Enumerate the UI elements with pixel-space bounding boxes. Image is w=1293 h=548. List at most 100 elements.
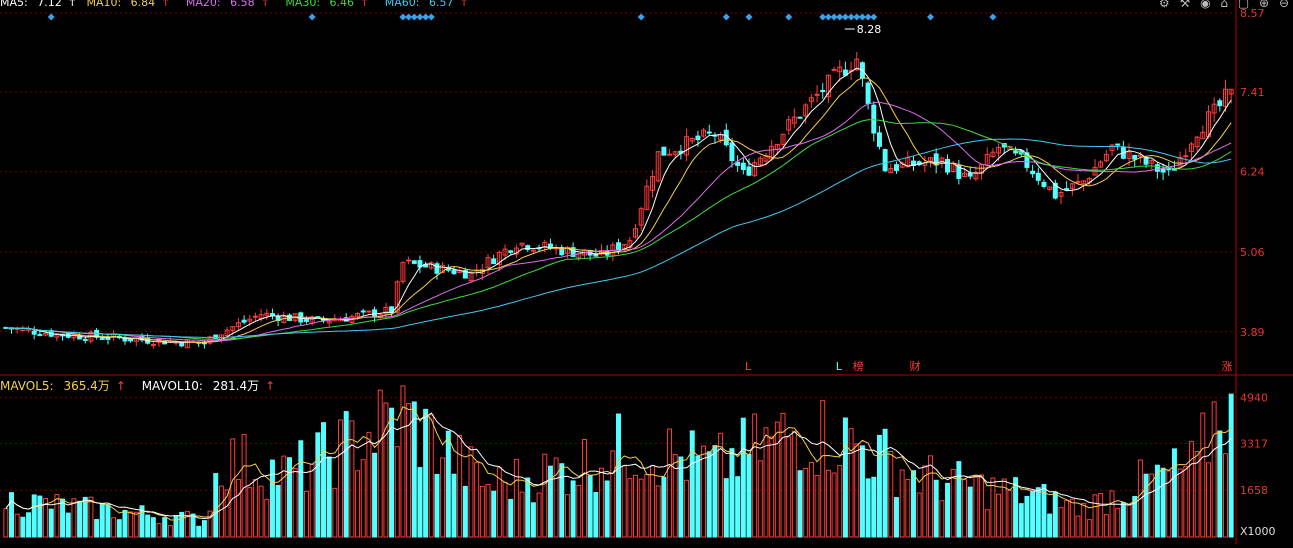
volume-bar: [400, 385, 406, 538]
candle-body: [695, 135, 701, 141]
candle: [740, 157, 746, 175]
volume-bar: [298, 440, 304, 538]
volume-bar: [1177, 468, 1183, 538]
candle-body: [655, 151, 661, 182]
candle-body: [825, 74, 831, 98]
ma-legend: MA5: 7.12 ↑ MA10: 6.84 ↑ MA20: 6.58 ↑ MA30:…: [0, 0, 481, 10]
volume-bar: [9, 492, 14, 538]
price-chart: [3, 51, 1234, 349]
volume-bar: [1154, 464, 1160, 538]
candle-body: [1013, 150, 1019, 154]
candle: [1211, 97, 1217, 122]
candle-body: [440, 264, 446, 274]
candle: [1052, 179, 1058, 200]
volume-bar: [1223, 453, 1228, 538]
candle-body: [820, 90, 826, 93]
volume-bar: [581, 438, 587, 538]
signal-marker: [830, 13, 838, 21]
volume-bar: [139, 505, 145, 538]
volume-bar: [37, 495, 43, 538]
ma60-line: [5, 138, 1232, 339]
ma10-line: [5, 77, 1232, 343]
candle: [837, 60, 843, 82]
signal-marker: [847, 13, 855, 21]
candle: [423, 261, 429, 268]
candle-body: [31, 330, 37, 335]
volume-bar: [650, 465, 656, 538]
signal-marker: [405, 13, 413, 21]
signal-marker: [308, 13, 316, 21]
candle-body: [530, 249, 536, 252]
ma20-line: [5, 101, 1232, 342]
candle-body: [814, 93, 820, 96]
candle-body: [644, 185, 650, 211]
volume-bar: [1075, 515, 1081, 538]
candle: [530, 249, 536, 254]
volume-bar: [111, 517, 117, 538]
volume-bar: [984, 509, 990, 538]
candle-body: [865, 82, 871, 104]
candle: [513, 244, 519, 258]
candle-body: [1058, 192, 1064, 197]
candle-body: [729, 142, 735, 161]
volume-bar: [389, 407, 395, 538]
candle-body: [1069, 183, 1075, 189]
candle-body: [1149, 160, 1155, 164]
candle: [1183, 148, 1189, 163]
candle-body: [854, 58, 860, 71]
candle-body: [326, 320, 332, 324]
candle-body: [37, 333, 43, 336]
candle: [1086, 176, 1092, 186]
candle: [1041, 179, 1047, 189]
gear-icon[interactable]: ⚙: [1158, 0, 1170, 10]
candle: [1013, 146, 1019, 156]
candle-body: [162, 340, 168, 345]
volume-bar: [428, 414, 434, 538]
volume-bar: [996, 493, 1002, 538]
candle: [746, 158, 752, 177]
volume-unit-label: X1000: [1240, 525, 1276, 538]
candle: [1024, 148, 1030, 172]
candle-body: [462, 270, 468, 279]
volume-bar: [286, 457, 292, 538]
volume-bar: [258, 485, 264, 538]
mavol10-line: [5, 412, 1232, 520]
square-icon[interactable]: ▢: [1237, 0, 1250, 10]
volume-bar: [536, 492, 542, 538]
candle-body: [1103, 153, 1109, 162]
ma30-line: [5, 119, 1232, 340]
zoom-out-icon[interactable]: ⊖: [1278, 0, 1289, 10]
candle: [1120, 140, 1126, 160]
candle: [638, 206, 644, 231]
candle: [292, 313, 298, 323]
candle: [876, 126, 882, 150]
zoom-in-icon[interactable]: ⊕: [1259, 0, 1270, 10]
volume-bar: [621, 465, 627, 538]
candle-body: [451, 269, 457, 275]
candle: [814, 85, 820, 103]
volume-bar: [26, 512, 32, 538]
candle-body: [570, 247, 576, 257]
volume-bar: [474, 462, 480, 538]
volume-bar: [854, 443, 860, 538]
volume-bar: [1041, 484, 1047, 538]
candle: [655, 151, 661, 183]
home-icon[interactable]: ⌂: [1220, 0, 1229, 10]
volume-bar: [1098, 493, 1104, 538]
eye-icon[interactable]: ◉: [1200, 0, 1211, 10]
volume-bar: [547, 465, 553, 538]
candle-body: [1223, 88, 1228, 107]
volume-bar: [593, 492, 599, 538]
candle: [428, 261, 434, 270]
candle: [252, 312, 258, 322]
volume-bar: [20, 516, 26, 538]
wrench-icon[interactable]: ⚒: [1179, 0, 1191, 10]
volume-bar: [190, 513, 196, 538]
volume-bar: [1200, 412, 1206, 538]
candle-body: [706, 131, 712, 134]
volume-bar: [757, 460, 763, 538]
candle: [803, 103, 809, 124]
volume-bar: [1018, 503, 1024, 538]
